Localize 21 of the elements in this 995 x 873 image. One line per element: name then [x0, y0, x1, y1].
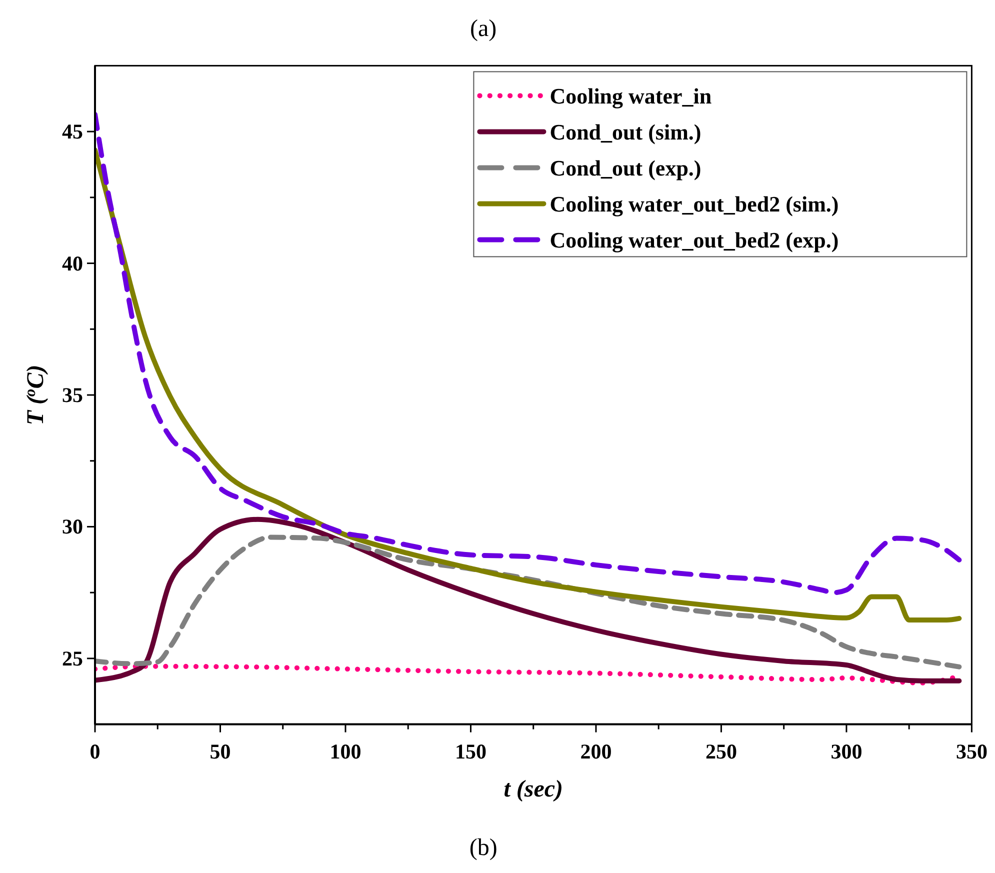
y-tick-label: 25	[62, 646, 83, 670]
x-tick-label: 150	[454, 739, 486, 764]
legend-label: Cooling water_out_bed2 (sim.)	[550, 192, 839, 217]
chart-title: (a)	[470, 16, 497, 42]
x-axis-title: t (sec)	[504, 776, 563, 802]
y-tick-label: 40	[62, 251, 83, 276]
x-tick-label: 50	[210, 739, 231, 764]
x-tick-label: 0	[90, 739, 100, 764]
x-tick-label: 100	[330, 739, 362, 764]
legend-label: Cooling water_out_bed2 (exp.)	[550, 228, 839, 253]
x-tick-label: 350	[956, 739, 988, 764]
x-tick-label: 200	[580, 739, 612, 764]
y-tick-label: 30	[62, 514, 83, 539]
x-tick-label: 300	[830, 739, 862, 764]
text: (b)	[469, 835, 498, 861]
x-tick-label: 250	[705, 739, 737, 764]
legend-label: Cond_out (sim.)	[550, 120, 702, 145]
legend-label: Cooling water_in	[550, 84, 712, 109]
y-tick-label: 35	[62, 383, 83, 407]
legend-label: Cond_out (exp.)	[550, 156, 702, 181]
y-tick-label: 45	[62, 120, 83, 144]
